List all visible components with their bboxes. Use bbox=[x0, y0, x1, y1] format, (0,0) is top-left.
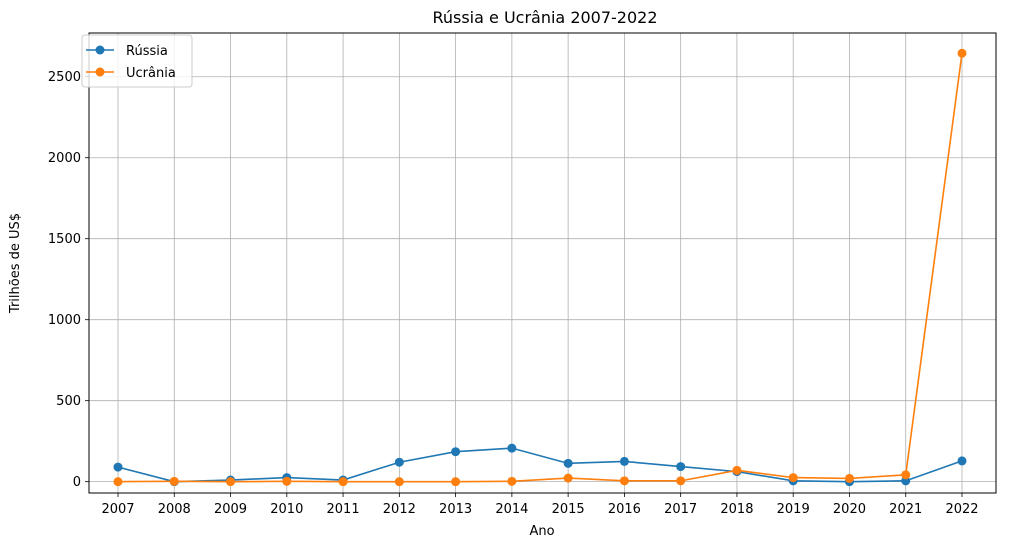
data-point-russia bbox=[507, 443, 517, 453]
x-tick-label: 2021 bbox=[889, 502, 922, 517]
series-group bbox=[113, 48, 967, 487]
data-point-ukraine bbox=[957, 48, 967, 58]
x-tick-label: 2017 bbox=[664, 502, 697, 517]
data-point-russia bbox=[394, 457, 404, 467]
legend-label-ukraine: Ucrânia bbox=[126, 66, 176, 81]
x-tick-label: 2014 bbox=[495, 502, 528, 517]
y-tick-label: 1500 bbox=[48, 232, 81, 247]
data-point-russia bbox=[563, 458, 573, 468]
x-tick-label: 2012 bbox=[383, 502, 416, 517]
plot-frame bbox=[88, 32, 997, 494]
series-line-ukraine bbox=[117, 53, 963, 483]
data-point-ukraine bbox=[619, 476, 629, 486]
data-point-ukraine bbox=[338, 477, 348, 487]
x-tick-label: 2020 bbox=[833, 502, 866, 517]
x-tick-label: 2019 bbox=[777, 502, 810, 517]
data-point-ukraine bbox=[507, 476, 517, 486]
legend-marker-ukraine bbox=[95, 67, 105, 77]
data-point-ukraine bbox=[732, 465, 742, 475]
legend-marker-russia bbox=[95, 45, 105, 55]
y-tick-label: 2000 bbox=[48, 151, 81, 166]
legend-box bbox=[81, 34, 193, 88]
series-line-russia bbox=[117, 447, 963, 483]
y-tick-label: 0 bbox=[73, 475, 81, 490]
data-point-russia bbox=[619, 456, 629, 466]
y-tick-label: 1000 bbox=[48, 313, 81, 328]
data-point-ukraine bbox=[226, 477, 236, 487]
data-point-russia bbox=[113, 462, 123, 472]
x-tick-label: 2009 bbox=[214, 502, 247, 517]
x-tick-label: 2022 bbox=[945, 502, 978, 517]
grid bbox=[89, 33, 996, 493]
x-tick-label: 2007 bbox=[101, 502, 134, 517]
x-tick-label: 2015 bbox=[552, 502, 585, 517]
data-point-ukraine bbox=[676, 476, 686, 486]
data-point-ukraine bbox=[788, 473, 798, 483]
x-tick-label: 2011 bbox=[327, 502, 360, 517]
x-axis-title: Ano bbox=[529, 524, 554, 539]
data-point-russia bbox=[676, 462, 686, 472]
legend: Rússia Ucrânia bbox=[81, 34, 193, 88]
x-tick-label: 2016 bbox=[608, 502, 641, 517]
data-point-ukraine bbox=[451, 477, 461, 487]
x-tick-label: 2013 bbox=[439, 502, 472, 517]
y-axis-title: Trilhões de US$ bbox=[8, 213, 23, 314]
y-tick-label: 500 bbox=[56, 394, 81, 409]
data-point-ukraine bbox=[394, 477, 404, 487]
data-point-ukraine bbox=[113, 477, 123, 487]
y-tick-label: 2500 bbox=[48, 70, 81, 85]
data-point-russia bbox=[957, 456, 967, 466]
chart-title: Rússia e Ucrânia 2007-2022 bbox=[432, 8, 657, 27]
data-point-ukraine bbox=[169, 476, 179, 486]
ticks: 2007 2008 2009 2010 2011 2012 2013 2014 2015 2016… bbox=[48, 70, 979, 517]
x-tick-label: 2010 bbox=[270, 502, 303, 517]
data-point-ukraine bbox=[282, 476, 292, 486]
x-tick-label: 2008 bbox=[158, 502, 191, 517]
legend-label-russia: Rússia bbox=[126, 44, 168, 59]
data-point-ukraine bbox=[901, 470, 911, 480]
data-point-ukraine bbox=[844, 473, 854, 483]
x-tick-label: 2018 bbox=[720, 502, 753, 517]
data-point-ukraine bbox=[563, 473, 573, 483]
data-point-russia bbox=[451, 447, 461, 457]
